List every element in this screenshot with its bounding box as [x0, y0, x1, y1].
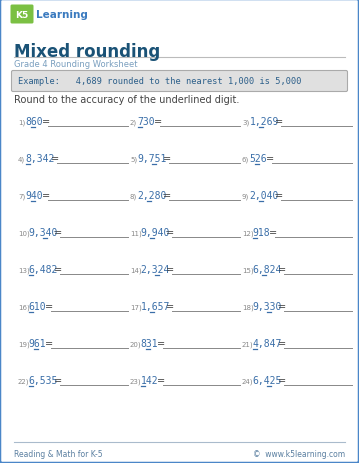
Text: 4,847: 4,847 [253, 338, 282, 348]
Text: 9): 9) [242, 193, 249, 200]
Text: =: = [51, 154, 59, 163]
Text: K5: K5 [15, 11, 29, 19]
Text: 6,824: 6,824 [253, 264, 282, 275]
Text: 8,342: 8,342 [26, 154, 55, 163]
Text: =: = [166, 301, 174, 311]
Text: =: = [166, 264, 174, 275]
Text: 918: 918 [253, 227, 270, 238]
Text: =: = [275, 117, 283, 127]
Text: =: = [154, 117, 162, 127]
Text: =: = [278, 301, 286, 311]
Text: =: = [163, 191, 171, 200]
Text: Learning: Learning [36, 10, 88, 20]
Text: 12): 12) [242, 230, 253, 237]
Text: =: = [45, 338, 53, 348]
Text: 18): 18) [242, 304, 254, 310]
Text: 1,269: 1,269 [250, 117, 279, 127]
Text: 6,535: 6,535 [29, 375, 58, 385]
Text: 142: 142 [141, 375, 158, 385]
Text: 831: 831 [141, 338, 158, 348]
Text: 8): 8) [130, 193, 137, 200]
Text: 24): 24) [242, 378, 253, 384]
Text: 526: 526 [250, 154, 267, 163]
Text: =: = [166, 227, 174, 238]
Text: 4): 4) [18, 156, 25, 163]
Text: =: = [54, 375, 62, 385]
Text: 17): 17) [130, 304, 142, 310]
Text: 6,482: 6,482 [29, 264, 58, 275]
Text: =: = [278, 264, 286, 275]
Text: 961: 961 [29, 338, 46, 348]
Text: 9,330: 9,330 [253, 301, 282, 311]
Text: =: = [275, 191, 283, 200]
Text: 2,324: 2,324 [141, 264, 170, 275]
Text: 9,940: 9,940 [141, 227, 170, 238]
Text: =: = [157, 375, 165, 385]
Text: Reading & Math for K-5: Reading & Math for K-5 [14, 449, 103, 458]
Text: 11): 11) [130, 230, 142, 237]
Text: Round to the accuracy of the underlined digit.: Round to the accuracy of the underlined … [14, 95, 239, 105]
Text: 940: 940 [26, 191, 43, 200]
Text: Example:   4,689 rounded to the nearest 1,000 is 5,000: Example: 4,689 rounded to the nearest 1,… [18, 77, 302, 86]
Text: =: = [278, 338, 286, 348]
Text: ©  www.k5learning.com: © www.k5learning.com [253, 449, 345, 458]
Text: 19): 19) [18, 341, 30, 347]
Text: Grade 4 Rounding Worksheet: Grade 4 Rounding Worksheet [14, 60, 137, 69]
Text: 5): 5) [130, 156, 137, 163]
Text: 2,280: 2,280 [138, 191, 167, 200]
Text: =: = [54, 264, 62, 275]
Text: 860: 860 [26, 117, 43, 127]
Text: 16): 16) [18, 304, 30, 310]
Text: =: = [163, 154, 171, 163]
Text: 7): 7) [18, 193, 25, 200]
FancyBboxPatch shape [11, 71, 348, 92]
Text: 21): 21) [242, 341, 253, 347]
Text: 730: 730 [138, 117, 155, 127]
Text: 1,657: 1,657 [141, 301, 170, 311]
Text: =: = [266, 154, 274, 163]
Text: =: = [42, 117, 50, 127]
Text: 13): 13) [18, 267, 30, 274]
Text: =: = [269, 227, 277, 238]
Text: 6,425: 6,425 [253, 375, 282, 385]
Text: 9,751: 9,751 [138, 154, 167, 163]
Text: 3): 3) [242, 119, 249, 126]
Text: 20): 20) [130, 341, 141, 347]
Text: 14): 14) [130, 267, 141, 274]
Text: 9,340: 9,340 [29, 227, 58, 238]
Text: 10): 10) [18, 230, 30, 237]
Text: =: = [157, 338, 165, 348]
Text: 23): 23) [130, 378, 141, 384]
Text: =: = [278, 375, 286, 385]
Text: 6): 6) [242, 156, 249, 163]
Text: 22): 22) [18, 378, 29, 384]
Text: 2): 2) [130, 119, 137, 126]
Text: =: = [42, 191, 50, 200]
FancyBboxPatch shape [10, 6, 33, 25]
Text: 15): 15) [242, 267, 253, 274]
Text: 1): 1) [18, 119, 25, 126]
Text: 610: 610 [29, 301, 46, 311]
Text: =: = [54, 227, 62, 238]
Text: Mixed rounding: Mixed rounding [14, 43, 160, 61]
Text: 2,040: 2,040 [250, 191, 279, 200]
Text: =: = [45, 301, 53, 311]
